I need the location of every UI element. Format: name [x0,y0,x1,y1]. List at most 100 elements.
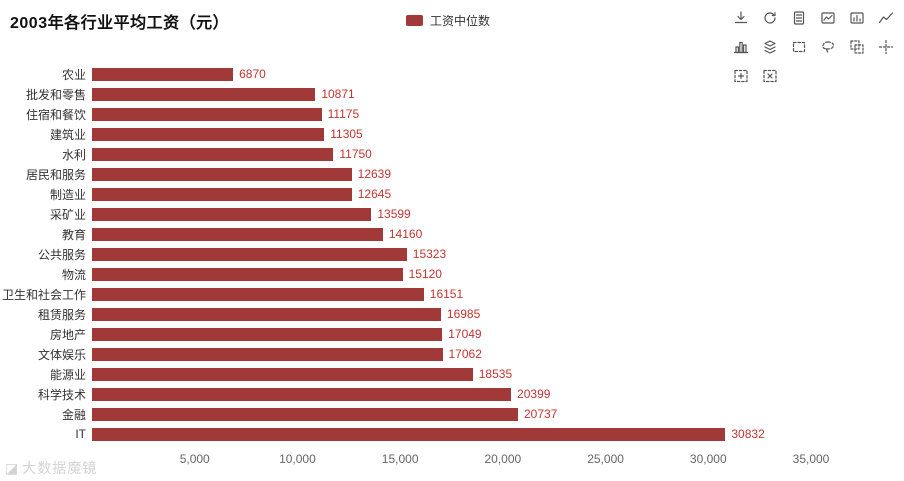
crosshair-icon[interactable] [878,39,894,55]
keep-select-icon[interactable] [849,39,865,55]
bar-row: 住宿和餐饮 11175 [0,104,904,124]
bar-row: 文体娱乐 17062 [0,344,904,364]
bar-value-label: 11175 [327,107,360,121]
bar-row: 建筑业 11305 [0,124,904,144]
category-label: 房地产 [49,327,86,342]
zoom-select-icon[interactable] [733,68,749,84]
category-label: 住宿和餐饮 [25,107,86,122]
bar-row: 金融 20737 [0,404,904,424]
bar-value-label: 17049 [448,327,482,341]
bar-value-label: 10871 [321,87,355,101]
x-axis-tick-label: 5,000 [179,452,210,466]
bar-track: 11175 [92,107,811,121]
bar-track: 6870 [92,67,811,81]
bar[interactable] [92,327,443,341]
category-label: 租赁服务 [37,307,86,322]
bar-value-label: 30832 [731,427,765,441]
bar[interactable] [92,247,407,261]
bar[interactable] [92,147,334,161]
category-label: 居民和服务 [25,167,86,182]
x-axis-tick-label: 25,000 [587,452,624,466]
category-label: 公共服务 [37,247,86,262]
bar-value-label: 15323 [412,247,447,261]
switch-line-icon[interactable] [820,10,836,26]
bar-row: 公共服务 15323 [0,244,904,264]
bar[interactable] [92,387,512,401]
bar[interactable] [92,267,403,281]
bar-track: 18535 [92,367,811,381]
toolbox-row [733,10,894,26]
bar[interactable] [92,67,234,81]
bar-row: 采矿业 13599 [0,204,904,224]
bar-value-label: 6870 [239,67,266,81]
bar[interactable] [92,227,383,241]
bar-value-label: 12645 [357,187,392,201]
clear-select-icon[interactable] [762,68,778,84]
legend-item[interactable]: 工资中位数 [406,12,490,29]
bar[interactable] [92,407,518,421]
rect-select-icon[interactable] [791,39,807,55]
bar[interactable] [92,367,473,381]
category-label: 物流 [61,267,86,282]
bar-value-label: 14160 [388,227,423,241]
bar-chart-icon[interactable] [733,39,749,55]
polyline-icon[interactable] [878,10,894,26]
bar-track: 12645 [92,187,811,201]
bar-rows: 农业 6870 批发和零售 10871 住宿和餐饮 11175 建筑业 11305 水利 1175… [0,64,904,444]
bar-row: 科学技术 20399 [0,384,904,404]
category-label: 农业 [61,67,86,82]
category-label: 金融 [61,407,86,422]
bar-track: 20399 [92,387,811,401]
toolbox-row [733,68,894,84]
category-label: 教育 [61,227,86,242]
stack-icon[interactable] [762,39,778,55]
bar-row: IT 30832 [0,424,904,444]
bar-track: 17062 [92,347,811,361]
bar-value-label: 20737 [523,407,558,421]
bar-track: 11750 [92,147,811,161]
bar[interactable] [92,187,352,201]
category-label: 水利 [61,147,86,162]
bar[interactable] [92,167,352,181]
bar[interactable] [92,347,443,361]
data-view-icon[interactable] [791,10,807,26]
x-axis-tick-label: 15,000 [381,452,419,466]
bar[interactable] [92,87,316,101]
bar-row: 卫生和社会工作 16151 [0,284,904,304]
bar[interactable] [92,127,325,141]
x-axis: 5,000 10,000 15,000 20,000 25,000 30,000 35,00… [92,452,830,468]
download-icon[interactable] [733,10,749,26]
bar[interactable] [92,107,322,121]
bar[interactable] [92,287,424,301]
refresh-icon[interactable] [762,10,778,26]
category-label: IT [75,427,86,441]
bar[interactable] [92,427,726,441]
bar-value-label: 11750 [339,147,372,161]
bar-track: 16151 [92,287,811,301]
bar[interactable] [92,307,441,321]
category-label: 批发和零售 [25,87,86,102]
toolbox-row [733,39,894,55]
legend-marker-icon [406,15,423,26]
switch-bar-icon[interactable] [849,10,865,26]
bar-value-label: 11305 [330,127,363,141]
bar-track: 11305 [92,127,811,141]
lasso-select-icon[interactable] [820,39,836,55]
bar-track: 10871 [92,87,811,101]
bar-track: 20737 [92,407,811,421]
watermark-text: 大数据魔镜 [22,460,98,476]
bar-row: 批发和零售 10871 [0,84,904,104]
x-axis-tick-label: 20,000 [484,452,522,466]
category-label: 卫生和社会工作 [1,287,86,302]
category-label: 能源业 [49,367,86,382]
chart-title: 2003年各行业平均工资（元） [10,15,230,32]
bar-track: 30832 [92,427,811,441]
bar-track: 15120 [92,267,811,281]
bar-track: 15323 [92,247,811,261]
bar-value-label: 18535 [478,367,513,381]
category-label: 制造业 [49,187,86,202]
bar[interactable] [92,207,372,221]
x-axis-tick-label: 35,000 [792,452,830,466]
bar-value-label: 16985 [446,307,481,321]
bar-row: 农业 6870 [0,64,904,84]
